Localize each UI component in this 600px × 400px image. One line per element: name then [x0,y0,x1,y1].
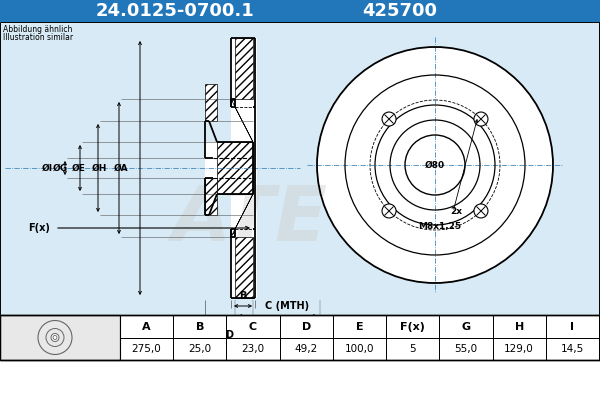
Text: F(x): F(x) [400,322,425,332]
Text: ØA: ØA [113,164,128,172]
Text: 24.0125-0700.1: 24.0125-0700.1 [95,2,254,20]
Bar [0,22,600,315]
Text: 275,0: 275,0 [132,344,161,354]
Bar [235,237,253,298]
Circle shape [317,47,553,283]
Text: M8x1,25: M8x1,25 [418,222,461,232]
Bar [120,338,173,360]
Bar [333,338,386,360]
Circle shape [474,112,488,126]
Text: E: E [356,322,364,332]
Text: B: B [196,322,204,332]
Text: 14,5: 14,5 [561,344,584,354]
Bar [0,315,600,360]
Text: ØI: ØI [42,164,53,172]
Text: H: H [515,322,524,332]
Bar [217,142,253,194]
Bar [173,338,226,360]
Bar [235,38,253,99]
Bar [280,338,333,360]
Bar [493,315,546,338]
Circle shape [474,204,488,218]
Text: I: I [571,322,574,332]
Bar [173,315,226,338]
Text: 425700: 425700 [362,2,437,20]
Text: A: A [142,322,151,332]
Text: 100,0: 100,0 [345,344,374,354]
Text: Abbildung ähnlich: Abbildung ähnlich [3,25,73,34]
Bar [0,315,600,360]
Polygon shape [231,99,253,142]
Text: D: D [225,330,233,340]
Text: ØE: ØE [72,164,86,172]
Bar [439,338,493,360]
Text: Illustration similar: Illustration similar [3,33,73,42]
Circle shape [382,204,396,218]
Text: C: C [249,322,257,332]
Bar [205,142,253,194]
Text: 23,0: 23,0 [241,344,265,354]
Text: ØH: ØH [92,164,107,172]
Text: F(x): F(x) [28,223,50,233]
Text: C (MTH): C (MTH) [265,301,309,311]
Text: Ø80: Ø80 [425,160,445,170]
Bar [546,315,599,338]
Text: 55,0: 55,0 [454,344,478,354]
Bar [493,338,546,360]
Bar [231,38,257,298]
Bar [386,338,439,360]
Text: 129,0: 129,0 [504,344,534,354]
Bar [439,315,493,338]
Text: G: G [461,322,470,332]
Text: ATE: ATE [172,183,328,257]
Text: ØG: ØG [53,164,68,172]
Polygon shape [231,194,253,237]
Text: 49,2: 49,2 [295,344,318,354]
Bar [0,0,600,22]
Bar [0,315,120,360]
Bar [386,315,439,338]
Circle shape [382,112,396,126]
Bar [205,178,217,215]
Text: 5: 5 [409,344,416,354]
Bar [226,315,280,338]
Bar [226,338,280,360]
Text: D: D [302,322,311,332]
Bar [280,315,333,338]
Bar [333,315,386,338]
Text: 2x: 2x [450,208,462,216]
Circle shape [51,334,59,342]
Bar [546,338,599,360]
Circle shape [53,336,57,340]
Bar [205,84,217,121]
Bar [120,315,173,338]
Text: B: B [239,291,247,301]
Text: 25,0: 25,0 [188,344,211,354]
